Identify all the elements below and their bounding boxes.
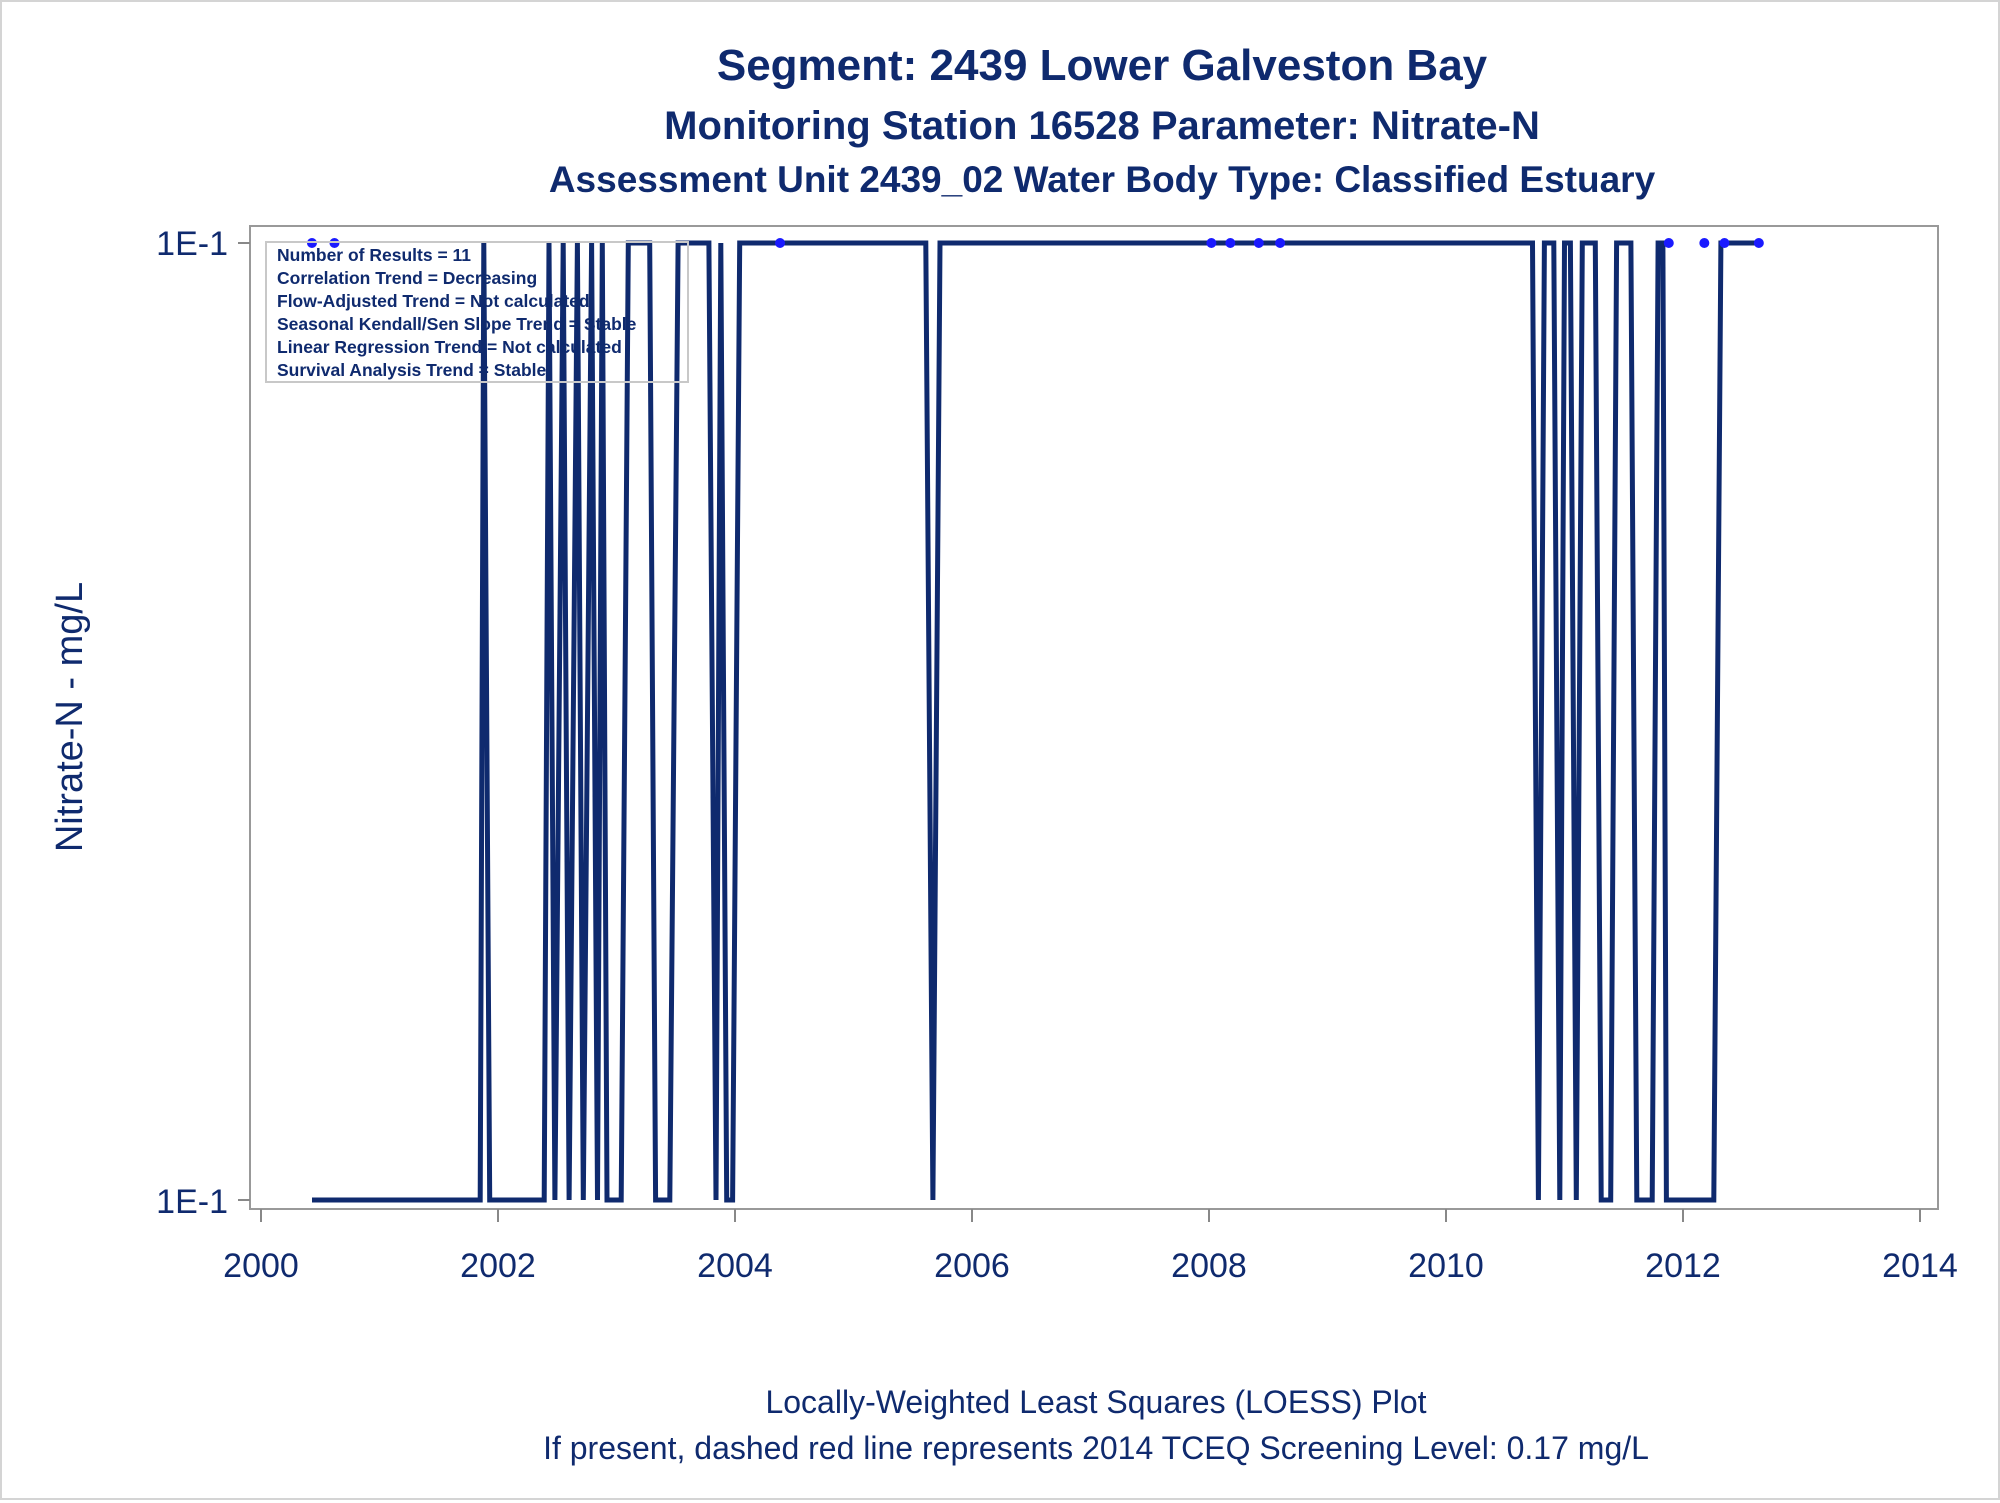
data-point <box>1253 238 1264 248</box>
y-axis-label: Nitrate-N - mg/L <box>49 582 91 852</box>
x-tick-label: 2012 <box>1645 1247 1721 1285</box>
stats-line-results: Number of Results = 11 <box>277 245 471 265</box>
loess-line <box>312 240 1757 1203</box>
plot-area <box>249 225 1939 1210</box>
stats-line-survival: Survival Analysis Trend = Stable <box>277 360 547 380</box>
data-point <box>1275 238 1286 248</box>
x-tick-label: 2002 <box>460 1247 536 1285</box>
data-point <box>1753 238 1764 248</box>
y-tick-label-bottom: 1E-1 <box>156 1183 228 1221</box>
data-point <box>1719 238 1730 248</box>
x-tick-label: 2006 <box>934 1247 1010 1285</box>
data-points <box>306 238 1764 248</box>
footer-line-2: If present, dashed red line represents 2… <box>543 1430 1649 1466</box>
x-tick-label: 2008 <box>1171 1247 1247 1285</box>
x-axis-ticks: 2000 2002 2004 2006 2008 2010 2012 2014 <box>223 1209 1958 1285</box>
stats-line-linear-regression: Linear Regression Trend = Not calculated <box>277 337 622 357</box>
footer-line-1: Locally-Weighted Least Squares (LOESS) P… <box>765 1384 1426 1420</box>
chart-title: Segment: 2439 Lower Galveston Bay <box>717 41 1488 90</box>
x-tick-label: 2000 <box>223 1247 299 1285</box>
data-point <box>1225 238 1236 248</box>
stats-box <box>265 241 689 383</box>
stats-line-seasonal-kendall: Seasonal Kendall/Sen Slope Trend = Stabl… <box>277 314 637 334</box>
data-point <box>775 238 786 248</box>
data-point <box>1206 238 1217 248</box>
x-tick-label: 2014 <box>1882 1247 1958 1285</box>
stats-line-correlation: Correlation Trend = Decreasing <box>277 268 537 288</box>
y-tick-label-top: 1E-1 <box>156 225 228 263</box>
chart-subtitle-2: Assessment Unit 2439_02 Water Body Type:… <box>549 159 1656 200</box>
data-point <box>1663 238 1674 248</box>
data-point <box>1699 238 1710 248</box>
stats-line-flow-adjusted: Flow-Adjusted Trend = Not calculated <box>277 291 590 311</box>
x-tick-label: 2010 <box>1408 1247 1484 1285</box>
chart-subtitle: Monitoring Station 16528 Parameter: Nitr… <box>664 104 1540 148</box>
x-tick-label: 2004 <box>697 1247 773 1285</box>
stats-box-lines: Number of Results = 11 Correlation Trend… <box>277 245 637 380</box>
